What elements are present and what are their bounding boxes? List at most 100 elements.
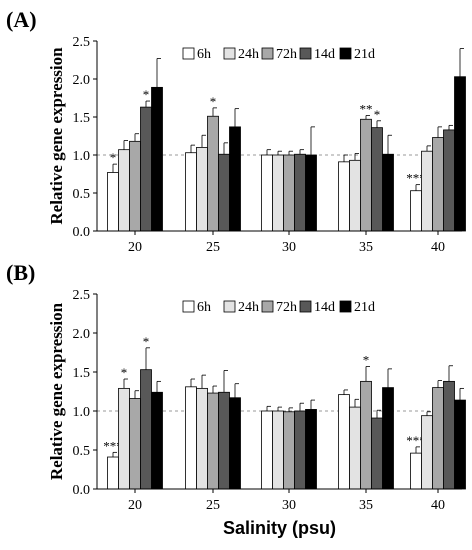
legend-label: 14d xyxy=(314,47,335,62)
bar-24h-25 xyxy=(196,387,208,490)
bar-21d-35 xyxy=(382,387,394,490)
bar-14d-30 xyxy=(294,410,306,490)
y-axis-label: Relative gene expression xyxy=(47,47,66,225)
bar-6h-20 xyxy=(107,172,119,232)
bar-6h-40 xyxy=(410,452,422,490)
x-tick-label: 20 xyxy=(128,498,142,513)
x-tick-label: 30 xyxy=(282,240,296,255)
bar-24h-20 xyxy=(118,387,130,490)
bar-72h-35 xyxy=(360,118,372,232)
legend-swatch-14d xyxy=(299,300,312,313)
y-tick-label: 0.0 xyxy=(73,483,91,498)
y-tick-label: 1.0 xyxy=(73,149,91,164)
legend-label: 24h xyxy=(238,47,259,62)
bar-6h-25 xyxy=(185,386,197,490)
legend-label: 24h xyxy=(238,300,259,315)
bar-21d-30 xyxy=(305,154,317,232)
bar-72h-35 xyxy=(360,380,372,490)
bar-6h-30 xyxy=(261,154,273,232)
bar-24h-20 xyxy=(118,149,130,232)
bar-6h-35 xyxy=(338,161,350,232)
significance-mark: *** xyxy=(406,171,426,186)
y-tick-label: 2.5 xyxy=(73,35,91,50)
bar-6h-25 xyxy=(185,152,197,232)
bar-6h-35 xyxy=(338,394,350,490)
bar-14d-35 xyxy=(371,417,383,490)
legend-label: 14d xyxy=(314,300,335,315)
bar-24h-35 xyxy=(349,406,361,490)
bar-21d-20 xyxy=(151,391,163,490)
bar-14d-25 xyxy=(218,153,230,232)
x-tick-label: 20 xyxy=(128,240,142,255)
bar-14d-40 xyxy=(443,129,455,232)
y-tick-label: 0.5 xyxy=(73,444,91,459)
bar-6h-20 xyxy=(107,456,119,490)
legend-swatch-24h xyxy=(223,300,236,313)
x-tick-label: 35 xyxy=(359,240,373,255)
significance-mark: * xyxy=(121,365,128,380)
x-tick-label: 35 xyxy=(359,498,373,513)
y-tick-label: 2.0 xyxy=(73,73,91,88)
bar-72h-25 xyxy=(207,392,219,490)
y-tick-label: 1.5 xyxy=(73,366,91,381)
legend-swatch-24h xyxy=(223,47,236,60)
y-tick-label: 1.0 xyxy=(73,405,91,420)
legend-label: 21d xyxy=(354,47,375,62)
bar-6h-30 xyxy=(261,410,273,490)
bar-24h-30 xyxy=(272,410,284,490)
bar-72h-40 xyxy=(432,137,444,232)
bar-21d-35 xyxy=(382,153,394,232)
bar-6h-40 xyxy=(410,190,422,232)
significance-mark: * xyxy=(374,107,381,122)
legend-label: 72h xyxy=(276,47,297,62)
panel-label: (B) xyxy=(6,260,35,285)
bar-21d-30 xyxy=(305,409,317,490)
x-tick-label: 25 xyxy=(206,240,220,255)
x-tick-label: 40 xyxy=(431,240,445,255)
legend-swatch-21d xyxy=(339,300,352,313)
bar-14d-35 xyxy=(371,127,383,232)
y-axis-label: Relative gene expression xyxy=(47,302,66,480)
significance-mark: * xyxy=(110,150,117,165)
bar-21d-20 xyxy=(151,86,163,232)
y-tick-label: 0.5 xyxy=(73,187,91,202)
significance-mark: * xyxy=(210,94,217,109)
bar-24h-40 xyxy=(421,415,433,490)
y-tick-label: 2.0 xyxy=(73,327,91,342)
bar-72h-30 xyxy=(283,154,295,232)
bar-24h-40 xyxy=(421,150,433,232)
legend-label: 6h xyxy=(197,300,211,315)
legend-swatch-14d xyxy=(299,47,312,60)
legend-swatch-72h xyxy=(261,300,274,313)
significance-mark: *** xyxy=(406,433,426,448)
bar-14d-20 xyxy=(140,369,152,490)
significance-mark: * xyxy=(363,353,370,368)
bar-14d-30 xyxy=(294,153,306,232)
legend-swatch-21d xyxy=(339,47,352,60)
legend-swatch-6h xyxy=(182,300,195,313)
x-tick-label: 40 xyxy=(431,498,445,513)
bar-72h-25 xyxy=(207,115,219,232)
legend-swatch-6h xyxy=(182,47,195,60)
bar-14d-25 xyxy=(218,391,230,490)
significance-mark: *** xyxy=(103,438,123,453)
y-tick-label: 2.5 xyxy=(73,288,91,303)
y-tick-label: 1.5 xyxy=(73,111,91,126)
panel-label: (A) xyxy=(6,7,37,32)
bar-21d-25 xyxy=(229,397,241,490)
x-axis-label: Salinity (psu) xyxy=(223,518,336,538)
bar-72h-20 xyxy=(129,398,141,490)
legend-label: 72h xyxy=(276,300,297,315)
legend-label: 21d xyxy=(354,300,375,315)
bar-72h-30 xyxy=(283,411,295,490)
significance-mark: * xyxy=(143,87,150,102)
bar-21d-40 xyxy=(454,76,466,232)
y-tick-label: 0.0 xyxy=(73,225,91,240)
bar-72h-40 xyxy=(432,387,444,490)
x-tick-label: 25 xyxy=(206,498,220,513)
x-tick-label: 30 xyxy=(282,498,296,513)
bar-24h-30 xyxy=(272,154,284,232)
bar-24h-35 xyxy=(349,159,361,232)
